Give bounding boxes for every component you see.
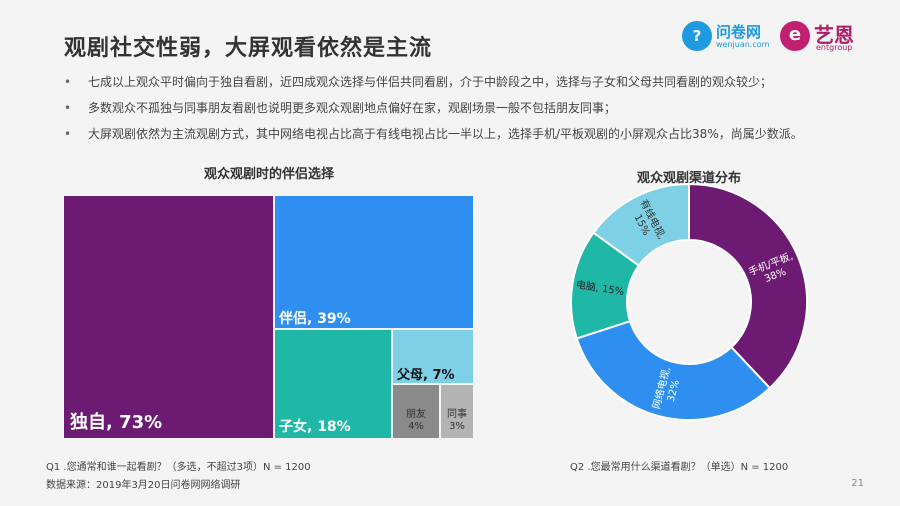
yien-logo-text: 艺恩: [814, 23, 854, 47]
treemap-label: 父母, 7%: [397, 368, 455, 383]
donut-slice-电脑: [570, 231, 641, 340]
treemap-label: 同事 3%: [447, 409, 467, 432]
wenjuan-logo-icon: ?: [682, 21, 712, 51]
footnote-q2: Q2 .您最常用什么渠道看剧？（单选）N = 1200: [570, 462, 789, 473]
treemap-cell-子女: 子女, 18%: [275, 330, 393, 440]
yien-logo: e 艺恩 entgroup: [780, 19, 872, 53]
donut-slice-网络电视: [575, 319, 772, 421]
treemap-cell-同事: 同事 3%: [441, 385, 475, 440]
page-title: 观剧社交性弱，大屏观看依然是主流: [64, 36, 433, 61]
donut-label-电脑: 电脑, 15%: [575, 278, 625, 298]
treemap-label: 独自, 73%: [70, 412, 163, 433]
treemap-label: 子女, 18%: [279, 419, 351, 435]
summary-bullets: 七成以上观众平时偏向于独自看剧，近四成观众选择与伴侣共同看剧，介于中龄段之中，选…: [64, 72, 864, 150]
wenjuan-logo-subtext: wenjuan.com: [716, 40, 770, 49]
page-number: 21: [851, 478, 864, 489]
footnote-q1: Q1 .您通常和谁一起看剧？（多选，不超过3项）N = 1200: [46, 462, 311, 473]
treemap-label: 伴侣, 39%: [279, 311, 351, 327]
donut-label-有线电视: 有线电视,15%: [627, 197, 669, 247]
treemap-label: 朋友 4%: [406, 409, 426, 432]
bullet-1: 七成以上观众平时偏向于独自看剧，近四成观众选择与伴侣共同看剧，介于中龄段之中，选…: [64, 72, 864, 98]
donut-title: 观众观剧渠道分布: [636, 171, 741, 186]
donut-label-网络电视: 网络电视,32%: [650, 365, 685, 413]
treemap-cell-伴侣: 伴侣, 39%: [275, 196, 475, 330]
wenjuan-logo-text: 问卷网: [716, 23, 762, 41]
bullet-2: 多数观众不孤独与同事朋友看剧也说明更多观众观剧地点偏好在家，观剧场景一般不包括朋…: [64, 98, 864, 124]
treemap-cell-独自: 独自, 73%: [64, 196, 275, 440]
bullet-3: 大屏观剧依然为主流观剧方式，其中网络电视占比高于有线电视占比一半以上，选择手机/…: [64, 124, 864, 150]
donut-slice-手机/平板: [688, 182, 808, 390]
treemap-cell-朋友: 朋友 4%: [393, 385, 441, 440]
footnote-source: 数据来源：2019年3月20日问卷网网络调研: [46, 480, 241, 491]
yien-logo-icon: e: [780, 21, 810, 51]
wenjuan-logo: ? 问卷网 wenjuan.com: [682, 21, 774, 51]
treemap-title: 观众观剧时的伴侣选择: [203, 167, 334, 182]
donut-slice-有线电视: [592, 182, 690, 267]
yien-logo-subtext: entgroup: [816, 43, 853, 52]
donut-label-手机/平板: 手机/平板,38%: [747, 249, 799, 289]
treemap-cell-父母: 父母, 7%: [393, 330, 475, 385]
